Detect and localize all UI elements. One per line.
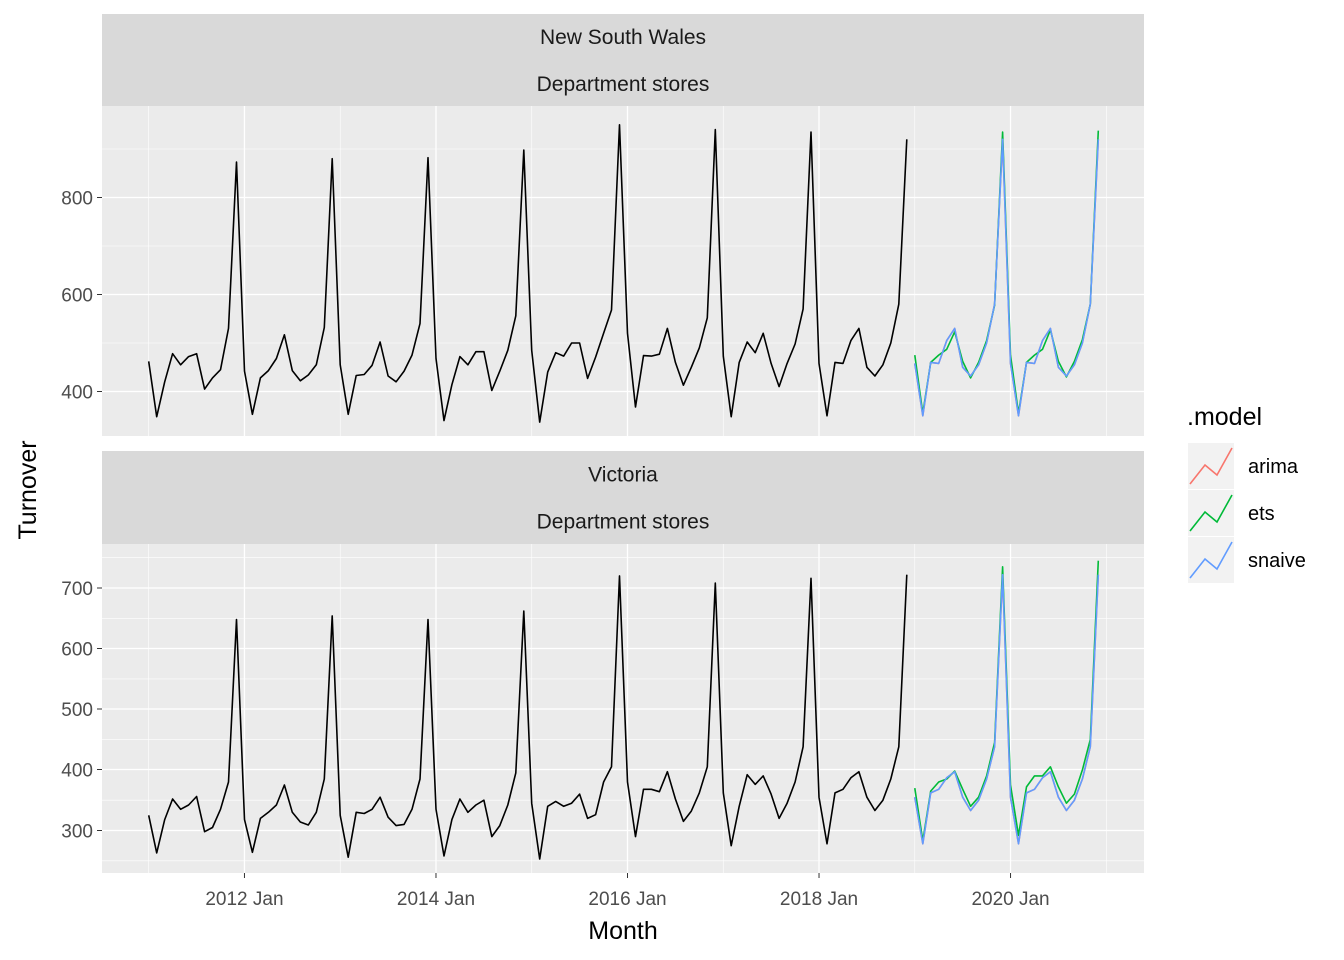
- x-tick-label: 2018 Jan: [780, 889, 858, 910]
- x-tick-label: 2012 Jan: [205, 889, 283, 910]
- y-tick-label: 300: [61, 822, 93, 843]
- legend-label: ets: [1248, 503, 1275, 525]
- series-history: [147, 124, 908, 423]
- y-tick-label: 800: [61, 189, 93, 210]
- legend-key-line: [1189, 494, 1233, 532]
- y-tick-label: 500: [61, 700, 93, 721]
- facet-strip-label: Victoria: [588, 464, 658, 487]
- y-tick-label: 400: [61, 761, 93, 782]
- series-history: [147, 574, 908, 860]
- y-tick-label: 600: [61, 640, 93, 661]
- facet-strip-2: [102, 451, 1144, 544]
- y-tick-label: 400: [61, 383, 93, 404]
- panel-background: [102, 106, 1144, 436]
- legend-key-arima: [1188, 443, 1234, 489]
- facet-strip-label: Department stores: [537, 73, 710, 96]
- series-snaive: [914, 138, 1100, 417]
- legend-label: snaive: [1248, 550, 1306, 572]
- x-tick-label: 2020 Jan: [971, 889, 1049, 910]
- legend-key-line: [1189, 541, 1233, 579]
- y-axis-title: Turnover: [14, 440, 42, 539]
- y-tick-label: 700: [61, 579, 93, 600]
- legend-key-line: [1189, 447, 1233, 485]
- facet-strip-label: Department stores: [537, 511, 710, 534]
- legend-key-ets: [1188, 490, 1234, 536]
- x-tick-label: 2014 Jan: [397, 889, 475, 910]
- facet-strip-1: [102, 14, 1144, 106]
- y-tick-label: 600: [61, 286, 93, 307]
- series-snaive: [914, 573, 1100, 845]
- legend-label: arima: [1248, 456, 1299, 478]
- legend-key-snaive: [1188, 537, 1234, 583]
- legend-title: .model: [1187, 403, 1262, 431]
- x-axis-title: Month: [588, 917, 657, 945]
- x-tick-label: 2016 Jan: [588, 889, 666, 910]
- facet-strip-label: New South Wales: [540, 26, 706, 49]
